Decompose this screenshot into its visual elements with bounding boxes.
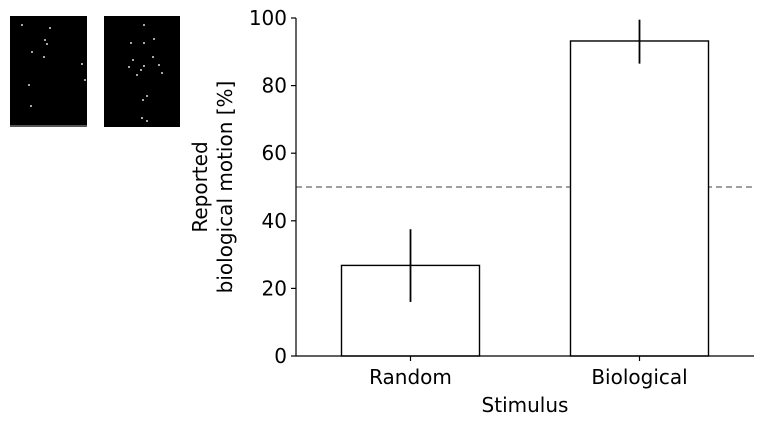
random-dots-point-6 bbox=[80, 62, 83, 65]
y-axis-label: Reportedbiological motion [%] bbox=[188, 81, 237, 294]
y-tick-label-60: 60 bbox=[262, 141, 287, 165]
biological-dots-point-3 bbox=[153, 38, 156, 41]
y-tick-label-80: 80 bbox=[262, 74, 287, 98]
y-tick-label-40: 40 bbox=[262, 209, 287, 233]
random-dots-point-3 bbox=[45, 42, 48, 45]
y-axis-label-line-1: biological motion [%] bbox=[213, 81, 237, 294]
biological-dots-point-8 bbox=[128, 66, 131, 69]
biological-stimulus-thumbnail bbox=[104, 16, 180, 127]
y-tick-label-20: 20 bbox=[262, 276, 287, 300]
random-dots-point-0 bbox=[21, 23, 24, 26]
random-dots-point-1 bbox=[49, 27, 52, 30]
random-dots-point-5 bbox=[42, 56, 45, 59]
x-tick-label-random: Random bbox=[369, 365, 452, 389]
random-stimulus-thumbnail bbox=[10, 16, 87, 127]
biological-dots-point-4 bbox=[151, 56, 154, 59]
x-axis-label: Stimulus bbox=[482, 393, 569, 417]
biological-dots-point-10 bbox=[136, 73, 139, 76]
biological-dots-point-1 bbox=[129, 41, 132, 44]
random-dots-point-7 bbox=[83, 79, 86, 82]
x-tick-label-biological: Biological bbox=[591, 365, 687, 389]
biological-dots-point-6 bbox=[143, 64, 146, 67]
biological-dots-point-11 bbox=[160, 71, 163, 74]
biological-dots-point-5 bbox=[131, 59, 134, 62]
random-dots-point-9 bbox=[29, 104, 32, 107]
y-axis-label-line-0: Reported bbox=[188, 141, 212, 232]
biological-dots-point-13 bbox=[141, 99, 144, 102]
random-dots-point-8 bbox=[28, 83, 31, 86]
bar-biological bbox=[569, 40, 710, 357]
random-dots-point-4 bbox=[31, 50, 34, 53]
biological-dots-point-15 bbox=[145, 120, 148, 123]
y-tick-label-100: 100 bbox=[249, 6, 287, 30]
biological-dots-point-0 bbox=[142, 23, 145, 26]
biological-dots-point-7 bbox=[157, 63, 160, 66]
biological-dots-point-12 bbox=[145, 94, 148, 97]
y-tick-label-0: 0 bbox=[274, 344, 287, 368]
biological-dots-point-9 bbox=[140, 69, 143, 72]
thumbnail-floor-line bbox=[10, 125, 87, 127]
biological-dots-point-2 bbox=[142, 41, 145, 44]
random-dots-point-2 bbox=[44, 39, 47, 42]
biological-dots-point-14 bbox=[141, 117, 143, 120]
